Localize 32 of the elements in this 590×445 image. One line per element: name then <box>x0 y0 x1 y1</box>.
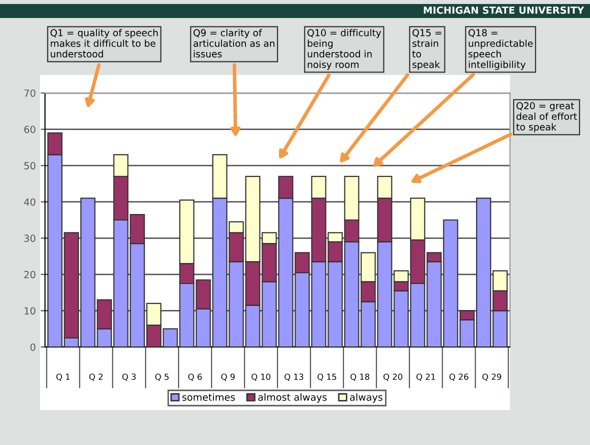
text: Q 18 <box>350 374 370 381</box>
legend-label: almost always <box>258 393 327 403</box>
text: Q 21 <box>416 374 436 381</box>
text: Q 1 <box>56 374 70 381</box>
y-tick-label: 40 <box>24 198 36 206</box>
text: MICHIGAN STATE UNIVERSITY <box>424 6 584 14</box>
text: Q 10 <box>252 374 270 381</box>
text: Q9 = clarity of articulation as an issues <box>194 29 274 58</box>
y-tick-label: 30 <box>24 234 36 242</box>
text: Q1 = quality of speech makes it difficult to be understood <box>50 29 158 58</box>
text: Q10 = difficulty being understood in noisy room <box>308 29 382 70</box>
text: Q 13 <box>284 374 304 381</box>
text: Q 3 <box>122 374 136 381</box>
y-tick-label: 70 <box>24 89 36 97</box>
y-tick-label: 50 <box>24 162 36 170</box>
legend-label: sometimes <box>182 393 235 401</box>
y-tick-label: 60 <box>24 126 36 134</box>
text: Q 15 <box>318 374 336 381</box>
text: Q20 = great deal of effort to speak <box>516 102 577 132</box>
text: Q15 = strain to speak <box>412 29 442 70</box>
text: Q 20 <box>383 374 402 381</box>
y-tick-label: 20 <box>24 270 36 278</box>
y-tick-label: 10 <box>24 307 36 315</box>
text: Q 26 <box>449 374 468 381</box>
text: Q 5 <box>155 374 169 381</box>
legend-label: always <box>350 393 382 403</box>
text: Q 6 <box>188 374 202 381</box>
text: Q 29 <box>482 374 502 381</box>
text: Q 9 <box>221 374 235 381</box>
text: Q18 = unpredictable speech intelligibility <box>468 29 533 70</box>
y-tick-label: 0 <box>30 343 36 351</box>
text: Q 2 <box>89 374 103 381</box>
